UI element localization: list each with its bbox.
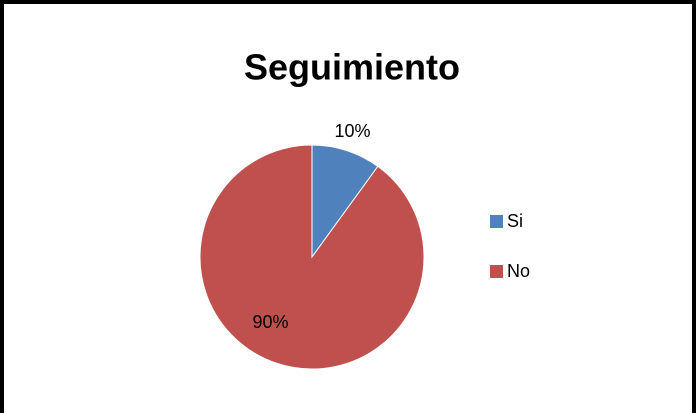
data-label: 10%	[334, 121, 370, 141]
data-label: 90%	[253, 312, 289, 332]
pie-slice	[199, 144, 425, 370]
legend-swatch	[490, 215, 503, 228]
legend-label: Si	[507, 211, 523, 231]
legend-swatch	[490, 265, 503, 278]
legend-label: No	[507, 261, 530, 281]
chart-title: Seguimiento	[244, 47, 460, 88]
